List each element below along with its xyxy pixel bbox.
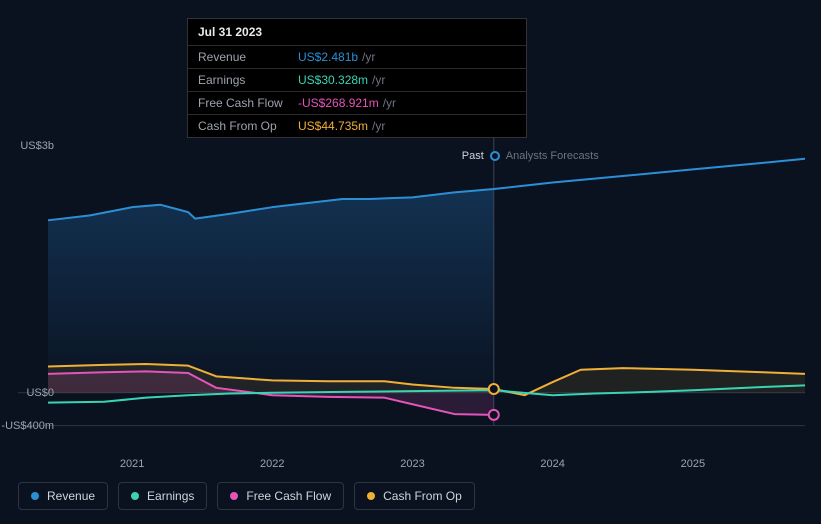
legend-dot-icon bbox=[31, 492, 39, 500]
legend: Revenue Earnings Free Cash Flow Cash From O… bbox=[18, 482, 475, 510]
legend-item-label: Free Cash Flow bbox=[246, 489, 331, 503]
past-forecast-divider-label: Past Analysts Forecasts bbox=[462, 150, 599, 162]
y-axis-label: US$3b bbox=[0, 140, 54, 152]
legend-item-free_cash_flow[interactable]: Free Cash Flow bbox=[217, 482, 344, 510]
x-axis-label: 2023 bbox=[400, 458, 424, 470]
tooltip-row-value: US$30.328m bbox=[298, 73, 368, 87]
y-axis-label: -US$400m bbox=[0, 420, 54, 432]
tooltip-row: Cash From OpUS$44.735m/yr bbox=[188, 114, 526, 137]
legend-item-label: Cash From Op bbox=[383, 489, 462, 503]
legend-dot-icon bbox=[131, 492, 139, 500]
tooltip-row-value: -US$268.921m bbox=[298, 96, 379, 110]
tooltip-row-value: US$2.481b bbox=[298, 50, 358, 64]
legend-item-cash_from_op[interactable]: Cash From Op bbox=[354, 482, 475, 510]
tooltip-row-suffix: /yr bbox=[372, 73, 385, 87]
tooltip-row: EarningsUS$30.328m/yr bbox=[188, 68, 526, 91]
tooltip-row-label: Cash From Op bbox=[198, 119, 298, 133]
tooltip-row: RevenueUS$2.481b/yr bbox=[188, 45, 526, 68]
financial-forecast-chart: Jul 31 2023 RevenueUS$2.481b/yrEarningsU… bbox=[0, 0, 821, 524]
tooltip-row: Free Cash Flow-US$268.921m/yr bbox=[188, 91, 526, 114]
legend-item-label: Revenue bbox=[47, 489, 95, 503]
tooltip-row-value: US$44.735m bbox=[298, 119, 368, 133]
legend-item-label: Earnings bbox=[147, 489, 194, 503]
chart-tooltip: Jul 31 2023 RevenueUS$2.481b/yrEarningsU… bbox=[187, 18, 527, 138]
legend-dot-icon bbox=[230, 492, 238, 500]
tooltip-row-label: Free Cash Flow bbox=[198, 96, 298, 110]
y-axis-label: US$0 bbox=[0, 387, 54, 399]
x-axis-label: 2025 bbox=[681, 458, 705, 470]
legend-item-earnings[interactable]: Earnings bbox=[118, 482, 207, 510]
x-axis-label: 2024 bbox=[540, 458, 564, 470]
tooltip-row-label: Revenue bbox=[198, 50, 298, 64]
legend-item-revenue[interactable]: Revenue bbox=[18, 482, 108, 510]
tooltip-row-suffix: /yr bbox=[383, 96, 396, 110]
x-axis-label: 2021 bbox=[120, 458, 144, 470]
legend-dot-icon bbox=[367, 492, 375, 500]
tooltip-date: Jul 31 2023 bbox=[188, 19, 526, 45]
past-label: Past bbox=[462, 150, 484, 162]
tooltip-row-suffix: /yr bbox=[372, 119, 385, 133]
divider-marker-icon bbox=[490, 151, 500, 161]
tooltip-row-suffix: /yr bbox=[362, 50, 375, 64]
x-axis-label: 2022 bbox=[260, 458, 284, 470]
forecast-label: Analysts Forecasts bbox=[506, 150, 599, 162]
tooltip-row-label: Earnings bbox=[198, 73, 298, 87]
